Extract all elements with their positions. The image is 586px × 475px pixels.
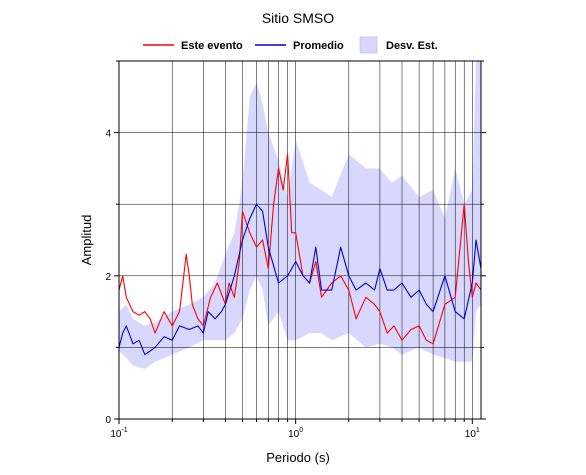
x-tick-label-2: 101 (465, 427, 480, 440)
y-axis-label: Amplitud (79, 215, 94, 266)
legend: Este evento Promedio Desv. Est. (143, 36, 438, 54)
plot-frame (118, 60, 482, 420)
chart-title: Sitio SMSO (262, 10, 334, 26)
std-dev-band (119, 61, 481, 369)
x-axis-label: Periodo (s) (266, 450, 330, 465)
y-tick-label-1: 2 (105, 272, 111, 283)
x-tick-label-1: 100 (288, 427, 303, 440)
x-tick-label-0: 10-1 (110, 427, 127, 440)
legend-swatch-desv (359, 36, 378, 54)
legend-label-este-evento: Este evento (181, 40, 243, 52)
series-line-promedio (118, 203, 482, 356)
legend-label-desv: Desv. Est. (386, 40, 438, 52)
series-line-este-evento (118, 153, 482, 345)
y-tick-label-0: 0 (105, 415, 111, 426)
legend-label-promedio: Promedio (293, 40, 344, 52)
y-tick-label-2: 4 (105, 129, 111, 140)
